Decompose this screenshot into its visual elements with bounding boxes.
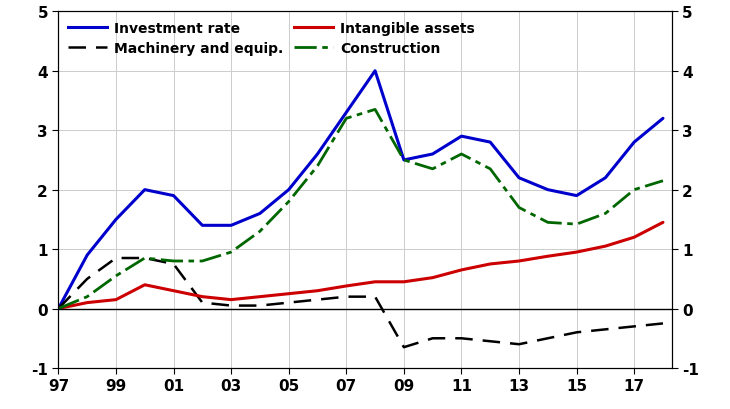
Construction [457,152,466,157]
Line: Construction: Construction [58,110,663,309]
Machinery and equip. [457,336,466,341]
Intangible assets [82,300,91,305]
Construction [630,188,639,193]
Machinery and equip. [198,300,207,305]
Intangible assets [140,283,149,288]
Machinery and equip. [169,262,178,267]
Intangible assets [515,259,523,264]
Investment rate [169,194,178,199]
Construction [198,259,207,264]
Investment rate [313,152,322,157]
Investment rate [429,152,437,157]
Intangible assets [457,268,466,273]
Machinery and equip. [515,342,523,347]
Intangible assets [342,284,350,289]
Intangible assets [284,292,293,297]
Machinery and equip. [112,256,120,261]
Investment rate [342,111,350,116]
Intangible assets [371,280,380,285]
Construction [371,108,380,112]
Investment rate [486,140,495,145]
Machinery and equip. [313,297,322,302]
Construction [284,200,293,204]
Construction [342,117,350,121]
Construction [601,211,610,216]
Machinery and equip. [486,339,495,344]
Machinery and equip. [140,256,149,261]
Machinery and equip. [630,324,639,329]
Construction [140,256,149,261]
Machinery and equip. [601,327,610,332]
Machinery and equip. [227,303,236,308]
Machinery and equip. [342,294,350,299]
Intangible assets [227,297,236,302]
Machinery and equip. [543,336,552,341]
Machinery and equip. [429,336,437,341]
Intangible assets [486,262,495,267]
Intangible assets [429,276,437,281]
Investment rate [255,211,264,216]
Investment rate [198,223,207,228]
Investment rate [227,223,236,228]
Intangible assets [198,294,207,299]
Construction [429,167,437,172]
Construction [399,158,408,163]
Machinery and equip. [658,321,667,326]
Intangible assets [112,297,120,302]
Intangible assets [543,254,552,259]
Intangible assets [313,289,322,294]
Machinery and equip. [284,300,293,305]
Machinery and equip. [255,303,264,308]
Investment rate [601,176,610,181]
Construction [572,222,581,227]
Machinery and equip. [572,330,581,335]
Intangible assets [54,306,63,311]
Investment rate [54,306,63,311]
Investment rate [140,188,149,193]
Construction [54,306,63,311]
Intangible assets [399,280,408,285]
Construction [313,164,322,169]
Machinery and equip. [82,277,91,282]
Investment rate [543,188,552,193]
Line: Intangible assets: Intangible assets [58,223,663,309]
Intangible assets [658,220,667,225]
Intangible assets [169,289,178,294]
Line: Machinery and equip.: Machinery and equip. [58,258,663,347]
Machinery and equip. [54,306,63,311]
Construction [515,205,523,210]
Machinery and equip. [399,345,408,350]
Investment rate [630,140,639,145]
Construction [169,259,178,264]
Construction [658,179,667,184]
Investment rate [284,188,293,193]
Investment rate [658,117,667,121]
Investment rate [572,194,581,199]
Investment rate [82,253,91,258]
Construction [486,167,495,172]
Intangible assets [601,244,610,249]
Line: Investment rate: Investment rate [58,72,663,309]
Construction [112,274,120,279]
Construction [227,250,236,255]
Construction [543,220,552,225]
Intangible assets [572,250,581,255]
Legend: Investment rate, Machinery and equip., Intangible assets, Construction: Investment rate, Machinery and equip., I… [66,19,477,58]
Investment rate [371,69,380,74]
Construction [82,294,91,299]
Investment rate [457,134,466,139]
Investment rate [112,218,120,222]
Machinery and equip. [371,294,380,299]
Investment rate [515,176,523,181]
Intangible assets [255,294,264,299]
Investment rate [399,158,408,163]
Intangible assets [630,235,639,240]
Construction [255,229,264,234]
